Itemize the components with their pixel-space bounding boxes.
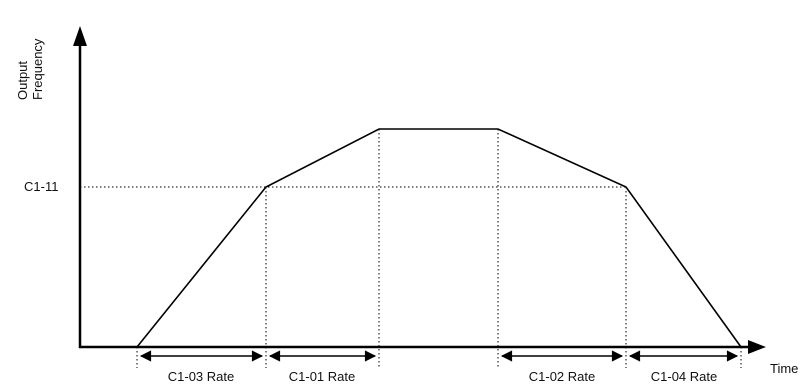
- level-label: C1-11: [24, 179, 58, 194]
- interval-label-c1-02: C1-02 Rate: [529, 369, 595, 384]
- frequency-profile-line: [136, 128, 742, 348]
- x-axis-arrow-icon: [748, 340, 766, 354]
- x-axis-label: Time: [770, 361, 798, 376]
- interval-label-c1-04: C1-04 Rate: [651, 369, 717, 384]
- interval-label-c1-01: C1-01 Rate: [289, 369, 355, 384]
- y-axis-label-frequency: Frequency: [30, 38, 45, 100]
- interval-label-c1-03: C1-03 Rate: [168, 369, 234, 384]
- y-axis-label-output: Output: [15, 61, 30, 100]
- y-axis-arrow-icon: [73, 26, 87, 46]
